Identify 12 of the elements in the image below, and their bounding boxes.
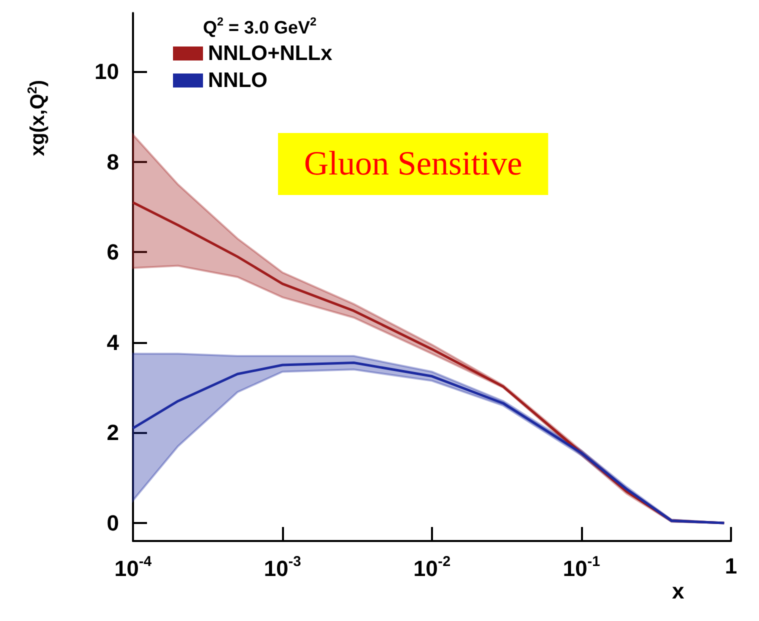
legend-label: NNLO+NLLx bbox=[208, 42, 333, 65]
annotation: Gluon Sensitive bbox=[304, 146, 522, 182]
y-tick-label: 10 bbox=[94, 59, 119, 84]
x-tick-label: 1 bbox=[724, 554, 738, 578]
y-tick-label: 4 bbox=[106, 330, 120, 355]
y-axis-title: xg(x,Q2) bbox=[24, 80, 49, 156]
legend-label: NNLO bbox=[208, 69, 268, 92]
y-tick-label: 6 bbox=[106, 240, 119, 265]
x-axis-title: x bbox=[672, 578, 685, 604]
y-tick-label: 8 bbox=[106, 149, 119, 174]
y-tick-label: 2 bbox=[106, 420, 119, 446]
y-tick-label: 0 bbox=[106, 510, 119, 536]
